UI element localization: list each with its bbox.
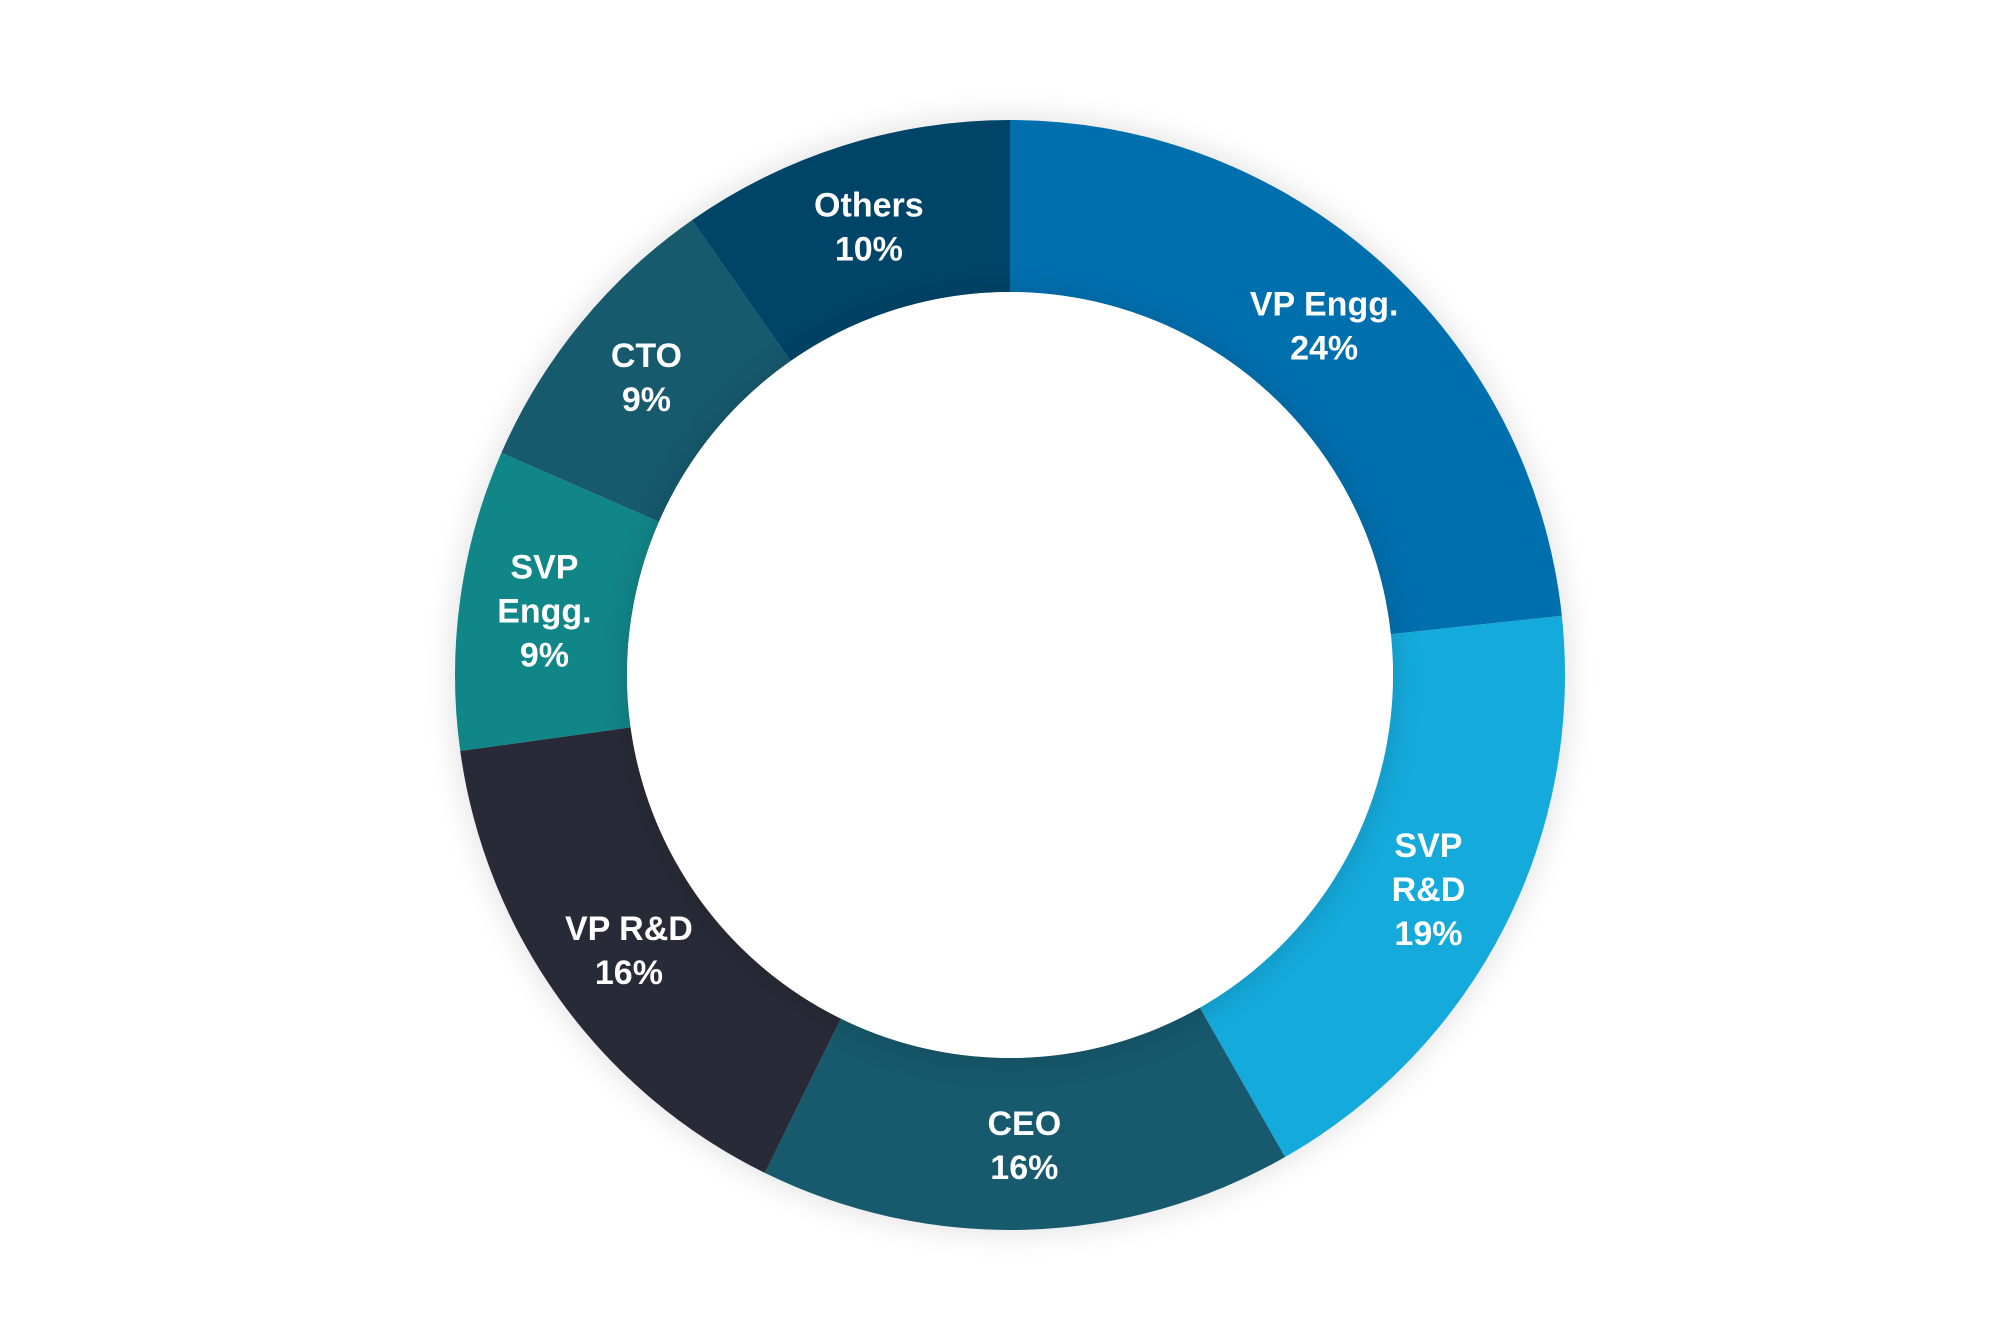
slice-vp-engg xyxy=(1010,120,1562,635)
slice-label-line: SVP xyxy=(510,549,578,587)
slice-label-svp-engg: SVP Engg. 9% xyxy=(497,549,591,675)
slice-svp-randd xyxy=(1199,615,1566,1158)
slice-svp-engg xyxy=(455,452,660,751)
slice-label-line: 10% xyxy=(835,231,903,269)
slice-label-line: 16% xyxy=(990,1149,1058,1187)
slice-label-line: CTO xyxy=(611,337,682,375)
slice-label-line: R&D xyxy=(1392,871,1466,909)
slice-label-line: 9% xyxy=(622,381,671,419)
slice-label-cto: CTO 9% xyxy=(611,337,682,419)
slice-vp-randd xyxy=(460,727,841,1173)
slice-label-line: CEO xyxy=(987,1105,1061,1143)
slice-others xyxy=(692,120,1010,362)
slice-label-line: SVP xyxy=(1394,827,1462,865)
slice-label-line: Engg. xyxy=(497,593,591,631)
slice-label-line: VP R&D xyxy=(565,910,693,948)
slice-label-ceo: CEO 16% xyxy=(987,1105,1061,1187)
slices-group xyxy=(455,120,1566,1230)
donut-hole xyxy=(627,292,1393,1058)
slice-label-line: 19% xyxy=(1394,915,1462,953)
slice-label-line: Others xyxy=(814,187,924,225)
labels-group: VP Engg. 24% SVP R&D 19% CEO 16% VP R&D 16% SVP En… xyxy=(497,187,1465,1187)
slice-label-svp-randd: SVP R&D 19% xyxy=(1392,827,1466,953)
slice-label-line: 24% xyxy=(1290,329,1358,367)
slice-label-vp-randd: VP R&D 16% xyxy=(565,910,693,992)
slice-label-line: VP Engg. xyxy=(1250,285,1399,323)
slice-label-line: 16% xyxy=(595,954,663,992)
slice-label-others: Others 10% xyxy=(814,187,924,269)
slice-label-line: 9% xyxy=(520,637,569,675)
slice-cto xyxy=(501,220,791,522)
slice-label-vp-engg: VP Engg. 24% xyxy=(1250,285,1399,367)
slice-ceo xyxy=(764,1007,1286,1230)
